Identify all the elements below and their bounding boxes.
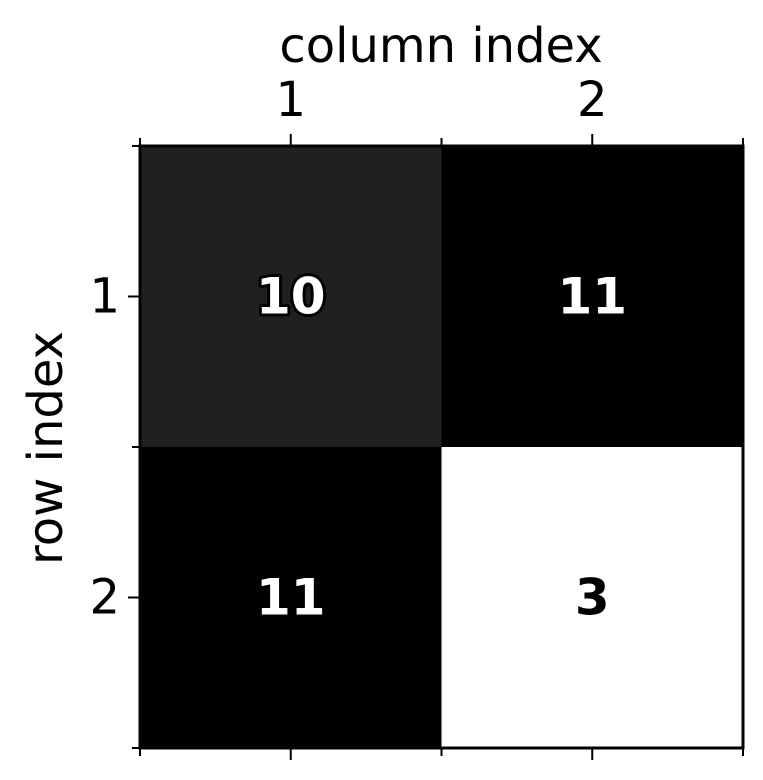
heatmap-cell-r1-c1 bbox=[140, 146, 442, 447]
y-tick-label-1: 1 bbox=[89, 269, 120, 325]
x-axis-title: column index bbox=[279, 18, 602, 74]
y-axis-title: row index bbox=[18, 331, 74, 565]
cell-label-r2-c2: 3 bbox=[575, 569, 610, 627]
y-tick-labels: 12 bbox=[89, 269, 120, 626]
heatmap-cell-r2-c1 bbox=[140, 447, 442, 748]
cell-label-r1-c2: 11 bbox=[557, 268, 627, 326]
cell-label-r2-c1: 11 bbox=[256, 569, 326, 627]
cell-label-r1-c1: 10 bbox=[256, 268, 326, 326]
heatmap-cell-r2-c2 bbox=[441, 447, 743, 748]
heatmap-cells bbox=[140, 146, 743, 748]
x-tick-label-1: 1 bbox=[275, 72, 306, 128]
y-tick-label-2: 2 bbox=[89, 570, 120, 626]
plot-frame bbox=[138, 144, 745, 750]
cell-value-labels: 10 11 11 3 bbox=[253, 265, 630, 630]
heatmap-cell-r1-c2 bbox=[441, 146, 743, 447]
x-tick-label-2: 2 bbox=[577, 72, 608, 128]
